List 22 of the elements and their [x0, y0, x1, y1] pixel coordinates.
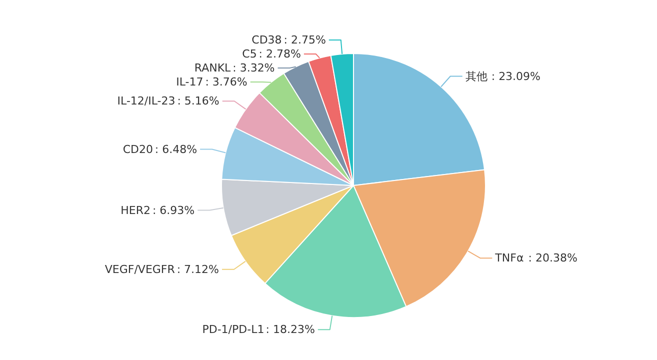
data-label: : 3.76% [205, 76, 248, 89]
data-label: : 23.09% [491, 70, 541, 83]
slice-label: RANKL [194, 62, 232, 75]
slice-label: TNFα [494, 252, 524, 265]
slice-label: VEGF/VEGFR [104, 262, 176, 276]
data-label: : 3.32% [232, 62, 275, 75]
slice-label: C5 [242, 48, 257, 61]
slice-label: IL-12/IL-23 [117, 94, 176, 108]
slice-label: HER2 [120, 204, 151, 217]
data-label: : 2.78% [258, 48, 301, 61]
slice-label: PD-1/PD-L1 [202, 323, 264, 336]
slice-label: IL-17 [176, 76, 204, 89]
data-label: : 2.75% [284, 34, 326, 47]
data-label: : 6.48% [154, 142, 198, 156]
slice-label: CD20 [122, 142, 153, 156]
data-label: : 5.16% [177, 94, 220, 108]
slice-label: 其他 [465, 70, 488, 83]
data-label: : 18.23% [266, 323, 315, 336]
data-label: : 6.93% [152, 204, 195, 217]
data-label: : 7.12% [176, 262, 220, 276]
slice-label: CD38 [252, 34, 282, 47]
data-label: : 20.38% [528, 252, 578, 265]
